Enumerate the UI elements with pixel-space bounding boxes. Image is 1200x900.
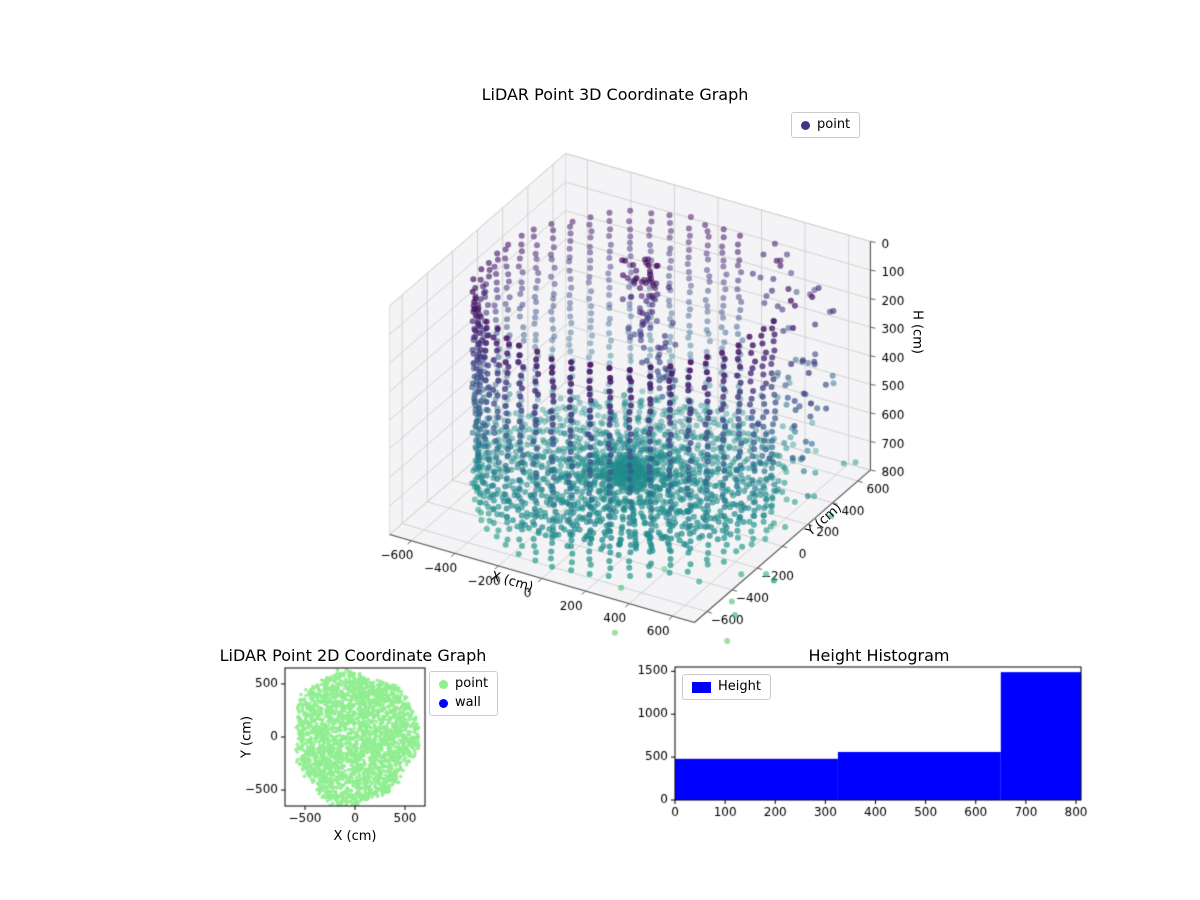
histogram-title: Height Histogram [808, 646, 950, 665]
plot3d-legend: point [791, 112, 861, 138]
legend-item-point: point [801, 117, 850, 133]
height-patch-icon [692, 681, 711, 693]
legend-label-point: point [455, 676, 489, 691]
point-marker-icon [439, 679, 448, 689]
legend-item-point: point [439, 676, 488, 692]
plot3d-title: LiDAR Point 3D Coordinate Graph [481, 85, 749, 104]
point-marker-icon [801, 120, 810, 130]
plot2d-legend: point wall [429, 671, 499, 716]
legend-label-height: Height [718, 679, 761, 694]
legend-label-wall: wall [455, 695, 481, 710]
plot2d-xlabel: X (cm) [333, 829, 377, 844]
plot2d-title: LiDAR Point 2D Coordinate Graph [219, 646, 487, 665]
histogram-legend: Height [682, 674, 771, 700]
legend-label-point: point [817, 117, 851, 132]
plot3d-zlabel: H (cm) [909, 310, 925, 354]
plot2d-ylabel: Y (cm) [239, 715, 255, 759]
legend-item-height: Height [692, 679, 761, 695]
wall-marker-icon [439, 698, 448, 708]
legend-item-wall: wall [439, 695, 488, 711]
